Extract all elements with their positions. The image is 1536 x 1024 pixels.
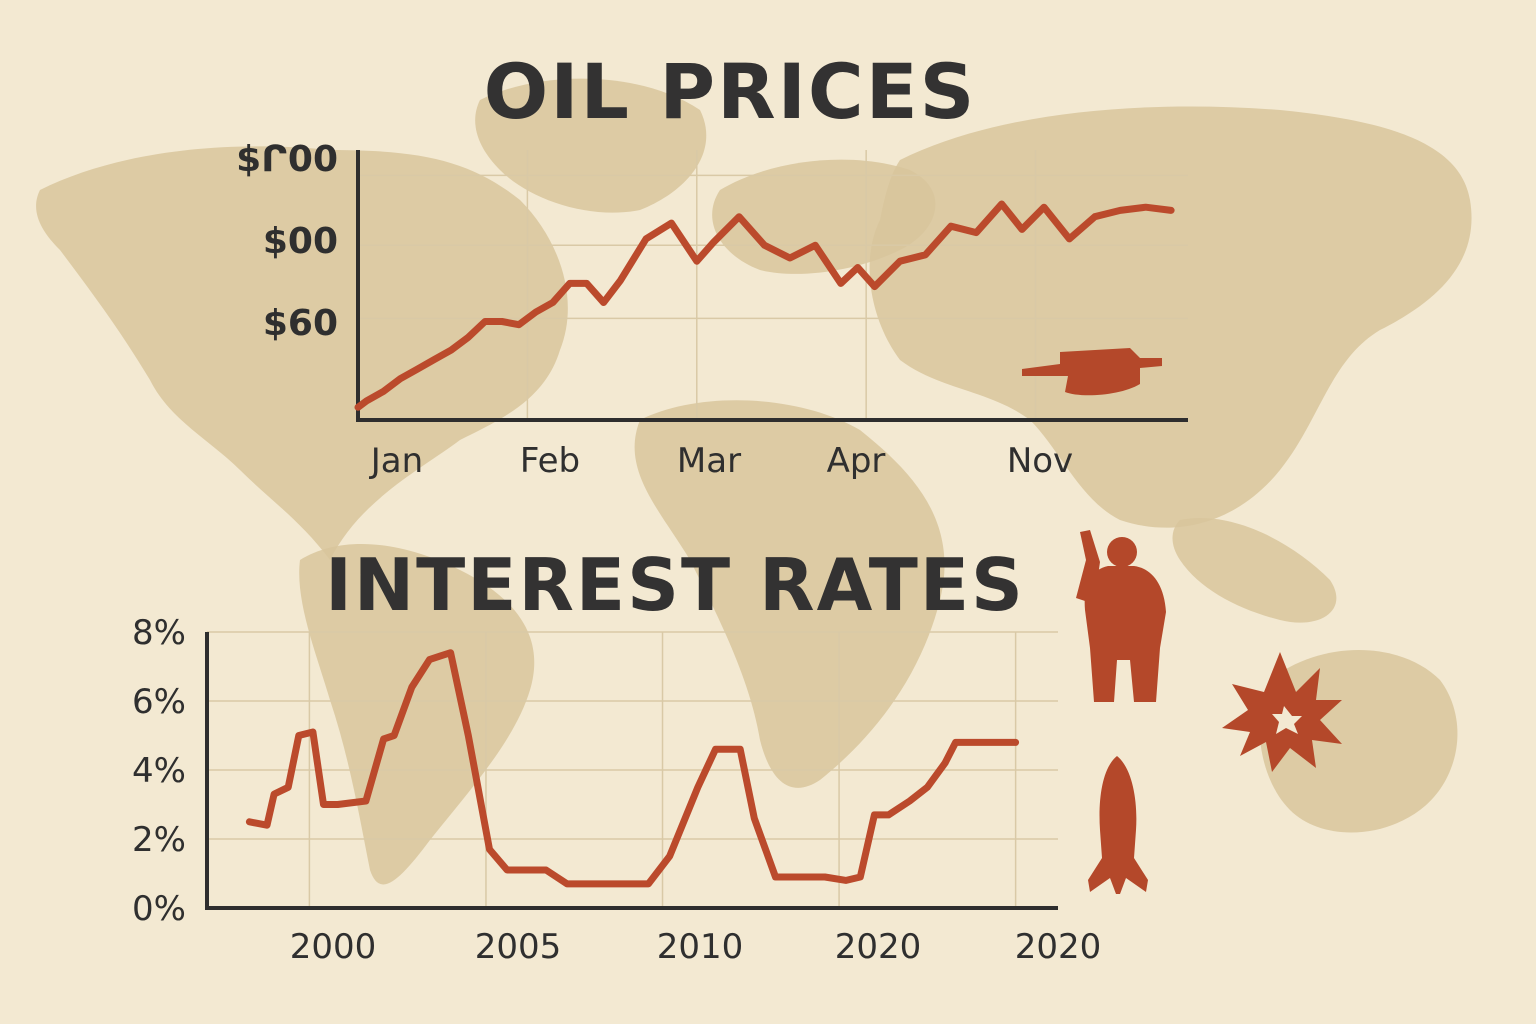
rate-x-tick-label: 2000 <box>290 927 377 967</box>
greenland-shape <box>475 78 707 213</box>
oil-price-series-line <box>354 200 1175 411</box>
interest-chart-title: INTEREST RATES <box>325 543 1025 627</box>
interest-y-axis-ticks: 0% 2% 4% 6% 8% <box>132 613 186 929</box>
oil-y-tick-label: $00 <box>263 221 338 262</box>
soldier-icon <box>1076 530 1166 702</box>
oil-chart-axes <box>356 150 1188 422</box>
southeast-asia-shape <box>1172 518 1337 623</box>
world-map-background <box>36 78 1472 885</box>
rate-x-tick-label: 2010 <box>657 927 744 967</box>
rate-y-tick-label: 0% <box>132 889 186 929</box>
interest-chart-axes <box>205 632 1058 910</box>
oil-x-tick-label: Jan <box>369 441 423 481</box>
oil-prices-chart: OIL PRICES $60 $00 $ᒋ00 Jan Feb Mar Apr Nov <box>236 47 1188 481</box>
tank-icon <box>1022 348 1162 396</box>
oil-chart-title: OIL PRICES <box>484 47 977 136</box>
interest-rates-chart: INTEREST RATES 0%2%4%6%8% 2000 2005 2010 20… <box>132 543 1101 967</box>
rate-y-tick-label: 6% <box>132 682 186 722</box>
rate-x-tick-label: 2020 <box>1015 927 1102 967</box>
oil-x-tick-label: Nov <box>1007 441 1073 481</box>
rate-y-tick-label: 8% <box>132 613 186 653</box>
rate-y-tick-label: 2% <box>132 820 186 860</box>
asia-shape <box>869 106 1472 528</box>
interest-x-axis-ticks: 2000 2005 2010 2020 2020 <box>290 927 1102 967</box>
explosion-icon <box>1222 652 1342 772</box>
missile-icon <box>1088 756 1148 894</box>
oil-x-axis-ticks: Jan Feb Mar Apr Nov <box>369 441 1073 481</box>
rate-x-tick-label: 2020 <box>835 927 922 967</box>
oil-y-axis-ticks: $60 $00 $ᒋ00 <box>236 139 338 344</box>
oil-x-tick-label: Apr <box>827 441 886 481</box>
north-america-shape <box>36 146 568 561</box>
rate-y-tick-label: 4% <box>132 751 186 791</box>
oil-x-tick-label: Feb <box>520 441 580 481</box>
interest-rate-series-line <box>245 649 1020 888</box>
africa-shape <box>634 400 945 788</box>
oil-y-tick-label: $ᒋ00 <box>236 139 338 180</box>
oil-y-tick-label: $60 <box>263 303 338 344</box>
oil-x-tick-label: Mar <box>677 441 741 481</box>
rate-x-tick-label: 2005 <box>475 927 562 967</box>
